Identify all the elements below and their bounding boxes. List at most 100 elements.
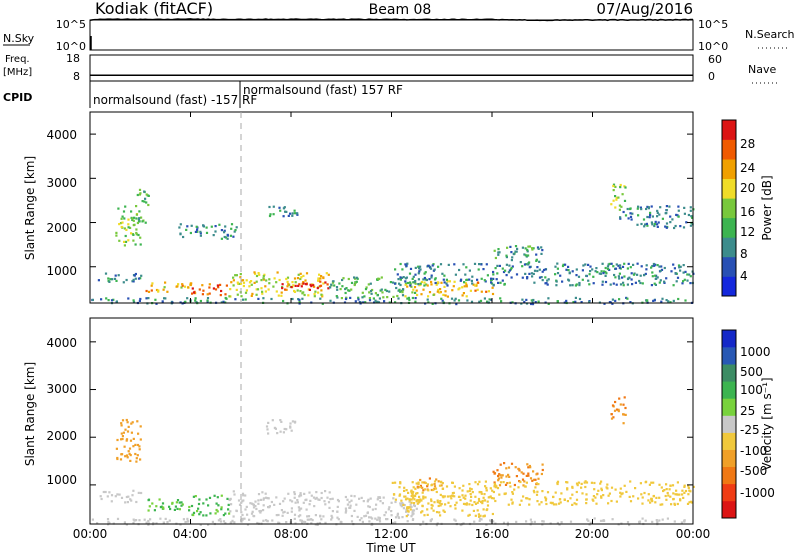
velocity-ytick-2000: 2000	[46, 429, 77, 443]
data-cell	[108, 280, 111, 283]
data-cell	[646, 299, 649, 302]
vel-cbar-tick-neg1000: -1000	[740, 486, 775, 500]
data-cell	[388, 290, 391, 293]
data-cell	[224, 296, 227, 300]
data-cell	[202, 502, 205, 505]
data-cell	[414, 282, 417, 285]
data-cell	[320, 289, 323, 292]
data-cell	[412, 281, 415, 284]
data-cell	[485, 508, 488, 512]
data-cell	[364, 288, 368, 291]
data-cell	[491, 512, 494, 516]
data-cell	[415, 507, 418, 510]
data-cell	[147, 290, 151, 293]
data-cell	[390, 501, 393, 504]
data-cell	[619, 495, 622, 498]
data-cell	[682, 271, 685, 274]
data-cell	[483, 499, 486, 502]
data-cell	[612, 199, 615, 202]
data-cell	[465, 502, 468, 505]
data-cell	[376, 518, 379, 521]
data-cell	[525, 497, 528, 500]
data-cell	[178, 501, 181, 504]
data-cell	[501, 474, 504, 477]
data-cell	[686, 502, 690, 505]
data-cell	[181, 503, 184, 506]
colorbar-swatch	[722, 364, 736, 382]
data-cell	[423, 272, 426, 275]
data-cell	[178, 508, 181, 511]
data-cell	[302, 291, 305, 294]
data-cell	[636, 262, 639, 265]
data-cell	[133, 274, 136, 277]
data-cell	[381, 291, 384, 294]
data-cell	[176, 507, 179, 510]
data-cell	[531, 248, 534, 251]
data-cell	[425, 283, 428, 286]
data-cell	[497, 248, 500, 251]
data-cell	[681, 282, 684, 285]
data-cell	[115, 279, 118, 282]
data-cell	[255, 280, 258, 283]
data-cell	[492, 277, 495, 280]
data-cell	[294, 281, 297, 284]
data-cell	[195, 301, 198, 304]
data-cell	[417, 283, 420, 286]
data-cell	[534, 301, 537, 304]
data-cell	[672, 263, 675, 266]
data-cell	[473, 262, 477, 265]
data-cell	[248, 281, 252, 284]
data-cell	[129, 498, 132, 501]
data-cell	[574, 300, 577, 303]
data-cell	[679, 265, 682, 268]
data-cell	[291, 500, 294, 503]
data-cell	[470, 495, 473, 498]
data-cell	[296, 277, 300, 280]
data-cell	[181, 283, 184, 286]
data-cell	[233, 493, 236, 496]
data-cell	[199, 234, 202, 237]
data-cell	[427, 489, 430, 492]
data-cell	[503, 282, 506, 286]
data-cell	[483, 514, 486, 517]
data-cell	[419, 282, 422, 285]
data-cell	[299, 519, 302, 522]
data-cell	[531, 247, 534, 250]
data-cell	[310, 494, 313, 497]
data-cell	[275, 514, 278, 517]
data-cell	[435, 490, 438, 494]
data-cell	[441, 495, 444, 498]
data-cell	[547, 297, 550, 300]
data-cell	[340, 297, 343, 300]
data-cell	[602, 272, 605, 275]
data-cell	[561, 264, 565, 268]
data-cell	[158, 498, 161, 501]
data-cell	[516, 247, 519, 250]
data-cell	[682, 496, 685, 499]
data-cell	[515, 250, 518, 253]
data-cell	[585, 274, 588, 277]
data-cell	[652, 299, 655, 302]
data-cell	[254, 272, 257, 275]
data-cell	[140, 216, 143, 219]
data-cell	[510, 267, 513, 270]
data-cell	[262, 519, 265, 522]
data-cell	[672, 497, 675, 501]
data-cell	[572, 301, 575, 304]
data-cell	[118, 493, 121, 496]
nsearch-tick-bottom: 10^0	[698, 40, 728, 53]
data-cell	[115, 447, 118, 450]
power-cbar-tick-4: 4	[740, 269, 748, 283]
data-cell	[642, 218, 646, 221]
data-cell	[545, 497, 548, 500]
data-cell	[240, 279, 243, 282]
data-cell	[385, 518, 388, 521]
data-cell	[686, 279, 689, 282]
data-cell	[123, 240, 126, 243]
data-cell	[478, 300, 481, 303]
data-cell	[446, 495, 449, 498]
data-cell	[523, 253, 526, 256]
data-cell	[593, 481, 596, 485]
data-cell	[454, 519, 457, 522]
data-cell	[407, 491, 410, 494]
